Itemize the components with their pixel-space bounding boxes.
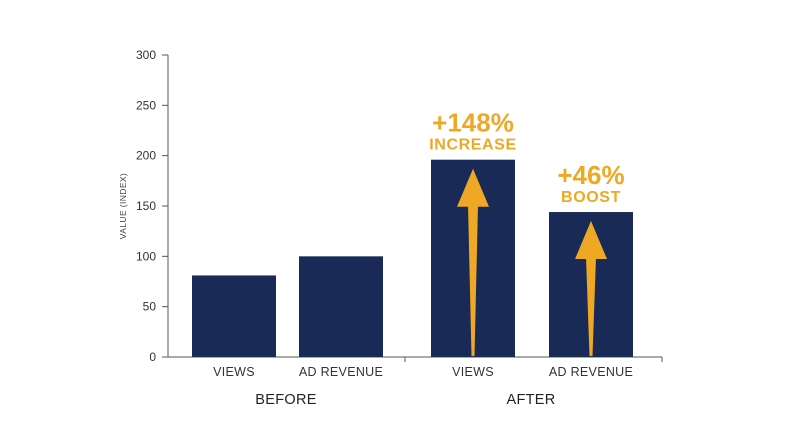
arrow-up-icon — [457, 168, 489, 207]
group-label-before: BEFORE — [255, 392, 316, 408]
callout-word: BOOST — [561, 189, 621, 206]
category-label: VIEWS — [452, 365, 494, 379]
y-tick-label: 300 — [136, 48, 156, 62]
y-tick-label: 150 — [136, 199, 156, 213]
y-tick-label: 0 — [149, 350, 156, 364]
category-label: VIEWS — [213, 365, 255, 379]
category-label: AD REVENUE — [549, 365, 633, 379]
y-tick-label: 250 — [136, 98, 156, 112]
group-label-after: AFTER — [506, 392, 555, 408]
y-tick-label: 200 — [136, 149, 156, 163]
callout-value: +46% — [557, 160, 624, 190]
arrow-shaft — [586, 257, 596, 356]
callout-value: +148% — [432, 108, 514, 138]
bar-before-ad-revenue — [299, 256, 383, 357]
y-axis-title: VALUE (INDEX) — [118, 173, 128, 239]
callout-word: INCREASE — [429, 137, 516, 154]
bar-before-views — [192, 275, 276, 357]
arrow-up-icon — [575, 221, 607, 260]
category-label: AD REVENUE — [299, 365, 383, 379]
y-tick-label: 50 — [143, 300, 157, 314]
arrow-shaft — [468, 204, 478, 356]
y-tick-label: 100 — [136, 249, 156, 263]
